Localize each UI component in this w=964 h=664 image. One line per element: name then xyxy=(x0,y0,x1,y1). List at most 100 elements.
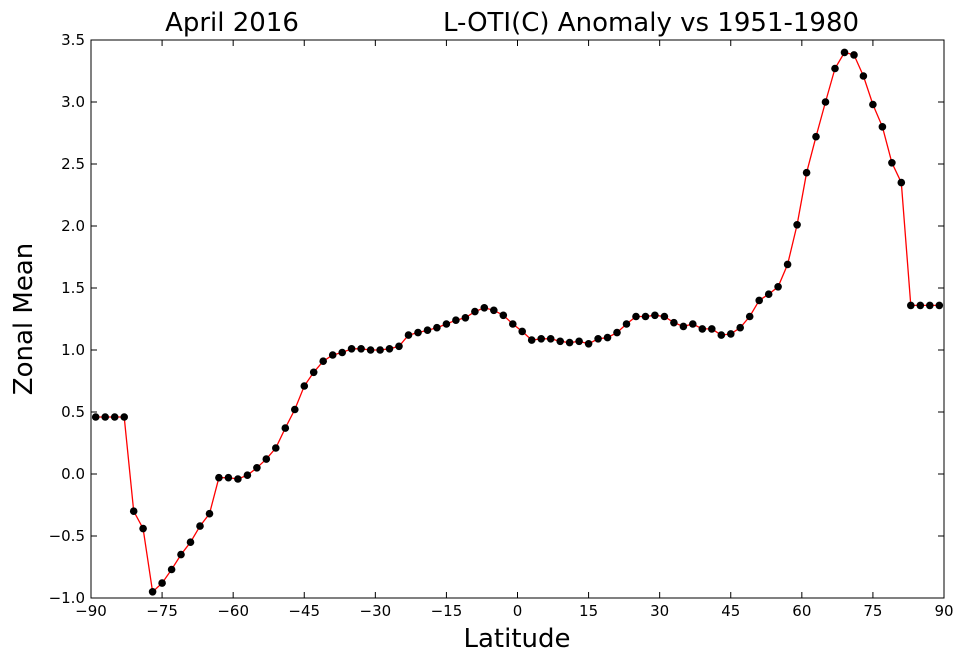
data-point xyxy=(764,290,773,299)
data-point xyxy=(831,64,839,73)
data-point xyxy=(215,473,223,482)
data-point xyxy=(565,338,574,347)
data-point xyxy=(91,413,100,421)
data-point xyxy=(186,538,195,546)
data-point xyxy=(423,326,432,335)
data-point xyxy=(897,178,906,187)
axis-ticks: −90 −75 −60 −45 −30 −15 0 15 30 45 60 75 90 −1.0 −0.5 0… xyxy=(49,31,954,620)
data-point xyxy=(120,413,128,421)
data-point xyxy=(196,522,204,530)
y-tick-label: 3.5 xyxy=(61,31,85,49)
x-tick-label: −45 xyxy=(288,602,320,620)
data-point xyxy=(167,565,176,574)
data-point xyxy=(101,413,109,421)
data-point xyxy=(139,524,147,533)
data-point xyxy=(499,311,508,320)
y-tick-label: 0.0 xyxy=(61,465,85,483)
data-point xyxy=(309,368,318,377)
y-tick-label: −0.5 xyxy=(49,527,85,545)
data-point xyxy=(793,221,801,229)
data-point xyxy=(433,323,441,332)
data-point xyxy=(916,301,925,310)
data-point xyxy=(442,320,451,328)
y-tick-label: 1.5 xyxy=(61,279,85,297)
data-point xyxy=(224,473,233,482)
plot-frame xyxy=(90,39,945,599)
data-point xyxy=(736,323,744,332)
data-point xyxy=(518,327,526,336)
data-point xyxy=(546,335,555,343)
data-point xyxy=(177,550,185,559)
data-point xyxy=(935,301,944,310)
y-tick-label: 2.5 xyxy=(61,155,85,173)
data-point xyxy=(461,314,470,322)
data-point xyxy=(490,306,498,315)
data-point xyxy=(755,296,763,305)
data-point xyxy=(537,335,545,343)
x-tick-label: 90 xyxy=(934,602,953,620)
data-point xyxy=(670,318,678,327)
data-point xyxy=(253,464,261,472)
data-point xyxy=(812,132,820,141)
y-tick-label: 1.0 xyxy=(61,341,85,359)
data-point xyxy=(840,48,849,57)
data-point xyxy=(234,475,242,483)
data-point xyxy=(850,51,858,59)
data-point xyxy=(328,351,337,359)
y-axis-label: Zonal Mean xyxy=(9,243,39,395)
y-tick-label: 3.0 xyxy=(61,93,85,111)
data-point xyxy=(869,100,877,109)
data-point xyxy=(907,301,915,310)
data-point xyxy=(613,328,621,337)
data-point xyxy=(708,325,716,333)
data-point xyxy=(414,328,422,337)
data-point xyxy=(385,345,394,353)
data-point xyxy=(205,509,214,518)
data-point xyxy=(366,346,375,354)
chart-title-date: April 2016 xyxy=(165,8,299,38)
data-point xyxy=(603,333,612,342)
x-tick-label: 0 xyxy=(513,602,523,620)
data-point xyxy=(272,444,280,452)
x-tick-label: 60 xyxy=(792,602,811,620)
data-point xyxy=(622,320,631,328)
data-point xyxy=(575,337,583,346)
data-point xyxy=(347,345,356,353)
data-point xyxy=(774,283,782,291)
data-point xyxy=(679,322,688,331)
data-point xyxy=(689,320,697,328)
data-point xyxy=(129,507,138,515)
data-point xyxy=(802,168,811,177)
data-point xyxy=(404,331,413,339)
data-point xyxy=(584,340,593,348)
data-point xyxy=(509,320,517,328)
data-point xyxy=(632,312,640,321)
data-point xyxy=(717,331,726,339)
data-point xyxy=(338,348,347,357)
x-tick-label: 75 xyxy=(863,602,882,620)
data-point xyxy=(926,301,934,310)
series-line xyxy=(95,51,940,594)
data-point xyxy=(745,312,754,321)
y-tick-label: −1.0 xyxy=(49,589,85,607)
data-point xyxy=(262,455,271,463)
data-point xyxy=(698,325,707,333)
data-point xyxy=(158,579,166,587)
data-point xyxy=(376,346,384,354)
data-point xyxy=(783,260,792,269)
data-point xyxy=(291,405,299,414)
data-point xyxy=(452,316,460,325)
x-axis-label: Latitude xyxy=(463,624,570,654)
x-tick-label: −15 xyxy=(431,602,463,620)
series-zonal-mean xyxy=(91,48,944,596)
data-point xyxy=(300,382,309,390)
x-tick-label: 15 xyxy=(579,602,598,620)
x-tick-label: −60 xyxy=(217,602,249,620)
data-point xyxy=(641,312,650,321)
x-tick-label: −75 xyxy=(146,602,178,620)
data-point xyxy=(660,312,669,321)
y-tick-label: 2.0 xyxy=(61,217,85,235)
data-point xyxy=(527,336,536,344)
x-tick-label: 30 xyxy=(650,602,669,620)
